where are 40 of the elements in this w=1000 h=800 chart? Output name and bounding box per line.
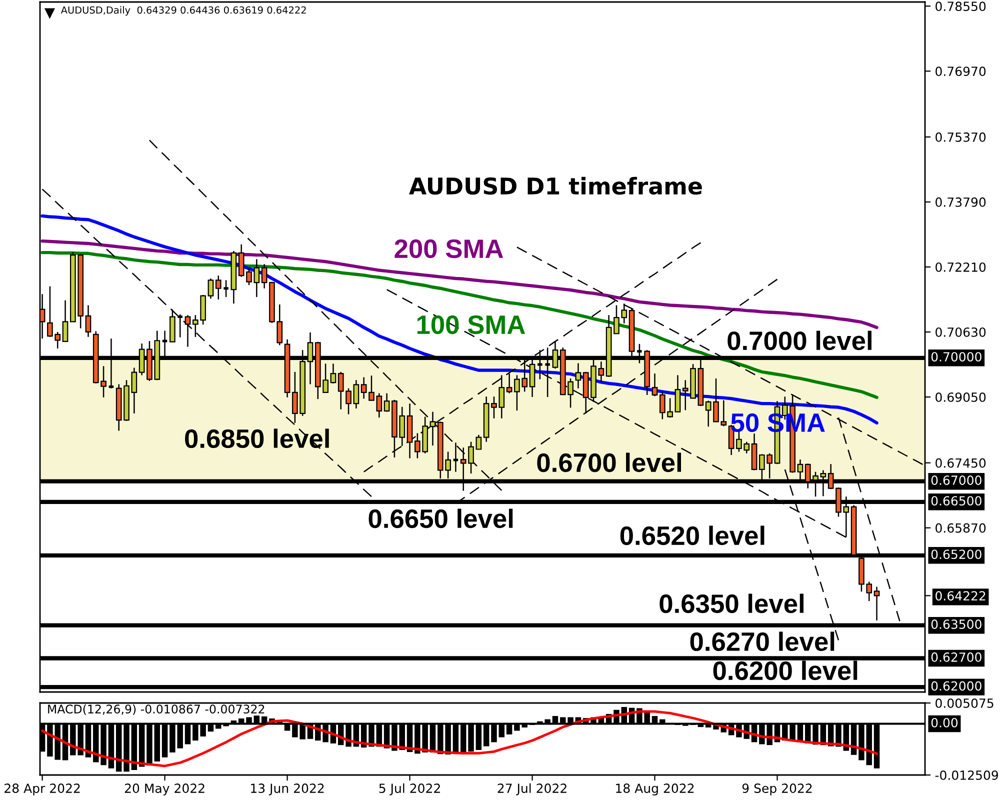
- text: AUDUSD D1 timeframe: [409, 176, 702, 195]
- series-label: 100 SMA: [417, 315, 526, 334]
- ref-line-label: 0.00: [931, 718, 958, 728]
- y-tick-label: 0.76970: [936, 66, 986, 76]
- annotation: 0.7000 level: [728, 330, 872, 350]
- x-tick-label: 27 Jul 2022: [498, 783, 566, 796]
- y-tick-label: -0.012509: [935, 770, 998, 780]
- annotation: 0.6700 level: [537, 452, 682, 472]
- chart-subtitle: AUDUSD,Daily 0.64329 0.64436 0.63619 0.64222: [60, 6, 306, 16]
- y-tick-label: 0.70630: [936, 327, 986, 337]
- y-tick-label: 0.64222: [936, 591, 986, 601]
- ref-line-label: 0.66500: [931, 496, 982, 506]
- x-tick-label: 5 Jul 2022: [379, 783, 440, 796]
- x-tick-label: 20 May 2022: [124, 784, 204, 796]
- annotation: 0.6350 level: [660, 594, 804, 614]
- chart-title: MACD(12,26,9) -0.010867 -0.007322: [48, 704, 264, 715]
- annotation: 0.6650 level: [368, 508, 513, 528]
- annotation: 0.6850 level: [185, 428, 329, 448]
- y-tick-label: 0.73790: [936, 197, 986, 207]
- y-tick-label: 0.67450: [936, 458, 986, 468]
- ref-line-label: 0.65200: [931, 550, 982, 560]
- y-tick-label: 0.75370: [936, 132, 986, 142]
- x-tick-label: 28 Apr 2022: [4, 784, 80, 796]
- ref-line-label: 0.67000: [931, 476, 982, 485]
- ref-line-label: 0.62000: [931, 681, 982, 691]
- y-tick-label: 0.005075: [936, 698, 994, 708]
- x-tick-label: 18 Aug 2022: [616, 784, 694, 796]
- y-tick-label: 0.65870: [936, 523, 986, 533]
- ref-line-label: 0.63500: [931, 620, 982, 629]
- series-label: 200 SMA: [394, 239, 504, 258]
- x-tick-label: 13 Jun 2022: [251, 784, 324, 796]
- y-tick-label: 0.78550: [936, 2, 986, 12]
- annotation: 0.6270 level: [690, 632, 834, 652]
- annotation: 0.6200 level: [713, 660, 858, 680]
- x-tick-label: 9 Sep 2022: [742, 784, 812, 796]
- ref-line-label: 0.62700: [931, 652, 982, 662]
- y-tick-label: 0.72210: [936, 262, 986, 272]
- y-tick-label: 0.69050: [936, 392, 986, 402]
- ref-line-label: 0.70000: [931, 352, 982, 362]
- annotation: 0.6520 level: [620, 526, 764, 546]
